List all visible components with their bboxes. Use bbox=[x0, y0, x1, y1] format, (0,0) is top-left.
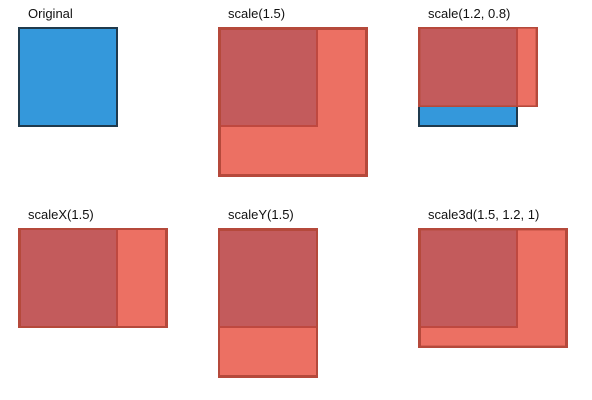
transformed-box bbox=[418, 27, 538, 107]
transformed-box bbox=[218, 228, 318, 378]
transformed-box bbox=[218, 27, 368, 177]
demo-label: scale(1.5) bbox=[228, 6, 286, 21]
demo-label: scaleX(1.5) bbox=[28, 207, 94, 222]
transformed-box bbox=[418, 228, 568, 348]
demo-scalex: scaleX(1.5) bbox=[18, 201, 168, 381]
demo-label: scale3d(1.5, 1.2, 1) bbox=[428, 207, 540, 222]
demo-scale-xy: scale(1.2, 0.8) bbox=[418, 0, 568, 180]
demo-scale: scale(1.5) bbox=[218, 0, 368, 180]
demo-scaley: scaleY(1.5) bbox=[218, 201, 368, 381]
demo-label: Original bbox=[28, 6, 73, 21]
original-box bbox=[18, 27, 118, 127]
demo-label: scaleY(1.5) bbox=[228, 207, 294, 222]
transformed-box bbox=[18, 228, 168, 328]
demo-original: Original bbox=[18, 0, 168, 180]
demo-scale3d: scale3d(1.5, 1.2, 1) bbox=[418, 201, 568, 381]
demo-label: scale(1.2, 0.8) bbox=[428, 6, 511, 21]
